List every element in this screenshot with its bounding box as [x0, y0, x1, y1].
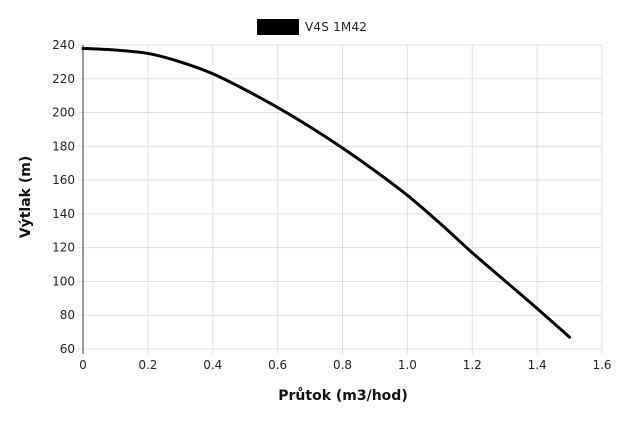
y-tick-label: 120	[52, 241, 75, 255]
x-tick-label: 0	[79, 358, 87, 372]
x-tick-label: 0.8	[333, 358, 352, 372]
y-axis-title: Výtlak (m)	[18, 156, 34, 238]
x-tick-label: 0.4	[203, 358, 222, 372]
y-tick-label: 100	[52, 274, 75, 288]
y-tick-label: 180	[52, 139, 75, 153]
x-tick-label: 0.2	[138, 358, 157, 372]
y-tick-label: 140	[52, 207, 75, 221]
grid-lines	[78, 44, 603, 354]
y-tick-label: 60	[60, 342, 75, 356]
x-axis-title: Průtok (m3/hod)	[278, 387, 407, 404]
y-tick-label: 200	[52, 106, 75, 120]
x-tick-label: 1.0	[398, 358, 417, 372]
y-tick-label: 240	[52, 38, 75, 52]
series-line-v4s-1m42	[81, 46, 572, 339]
y-tick-label: 80	[60, 308, 75, 322]
x-tick-label: 1.2	[463, 358, 482, 372]
y-tick-label: 160	[52, 173, 75, 187]
x-tick-label: 1.4	[528, 358, 547, 372]
x-tick-label: 1.6	[592, 358, 611, 372]
y-tick-label: 220	[52, 72, 75, 86]
legend: V4S 1M42	[257, 18, 367, 36]
x-tick-label: 0.6	[268, 358, 287, 372]
y-axis-ticks: 60 80 100 120 140 160 180 200 220 240	[52, 38, 75, 356]
legend-swatch[interactable]	[257, 19, 299, 35]
legend-label: V4S 1M42	[305, 20, 368, 34]
x-axis-ticks: 0 0.2 0.4 0.6 0.8 1.0 1.2 1.4 1.6	[79, 358, 611, 372]
